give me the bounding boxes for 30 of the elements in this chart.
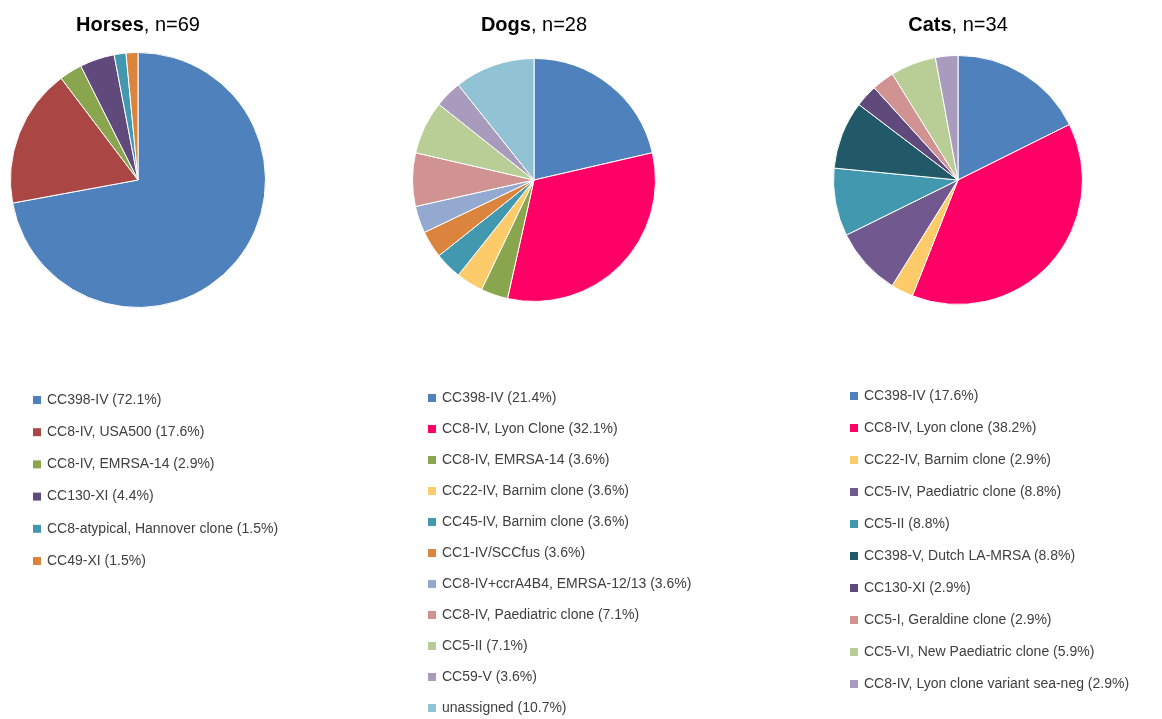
legend-label: CC130-XI (2.9%): [864, 578, 971, 595]
legend-label: unassigned (10.7%): [442, 698, 567, 715]
chart-title: Horses, n=69: [75, 12, 201, 36]
legend-label: CC49-XI (1.5%): [47, 551, 146, 568]
legend-label: CC8-atypical, Hannover clone (1.5%): [47, 519, 279, 536]
legend-label: CC130-XI (4.4%): [47, 487, 154, 504]
chart-title: Cats, n=34: [907, 12, 1009, 36]
legend-label: CC22-IV, Barnim clone (2.9%): [864, 450, 1052, 467]
legend-label: CC8-IV, Lyon Clone (32.1%): [442, 419, 618, 436]
legend-label: CC8-IV, Lyon clone variant sea-neg (2.9%): [864, 674, 1130, 691]
chart-title: Dogs, n=28: [479, 12, 589, 36]
legend-label: CC398-IV (21.4%): [442, 388, 557, 405]
legend-label: CC398-IV (72.1%): [47, 390, 162, 407]
legend-label: CC1-IV/SCCfus (3.6%): [442, 543, 586, 560]
legend-label: CC5-II (7.1%): [442, 636, 528, 653]
legend-label: CC8-IV, USA500 (17.6%): [47, 423, 205, 440]
legend-label: CC8-IV+ccrA4B4, EMRSA-12/13 (3.6%): [442, 574, 692, 591]
legend-label: CC22-IV, Barnim clone (3.6%): [442, 481, 630, 498]
legend-label: CC8-IV, Paediatric clone (7.1%): [442, 605, 640, 622]
legend-label: CC8-IV, Lyon clone (38.2%): [864, 418, 1037, 435]
legend-label: CC5-IV, Paediatric clone (8.8%): [864, 482, 1062, 499]
legend-label: CC398-IV (17.6%): [864, 386, 979, 403]
legend-label: CC5-VI, New Paediatric clone (5.9%): [864, 642, 1095, 659]
legend-label: CC5-II (8.8%): [864, 514, 950, 531]
legend-label: CC398-V, Dutch LA-MRSA (8.8%): [864, 546, 1076, 563]
legend-label: CC45-IV, Barnim clone (3.6%): [442, 512, 630, 529]
legend-label: CC8-IV, EMRSA-14 (2.9%): [47, 455, 215, 472]
legend-label: CC8-IV, EMRSA-14 (3.6%): [442, 450, 610, 467]
legend-label: CC59-V (3.6%): [442, 667, 537, 684]
legend-label: CC5-I, Geraldine clone (2.9%): [864, 610, 1052, 627]
